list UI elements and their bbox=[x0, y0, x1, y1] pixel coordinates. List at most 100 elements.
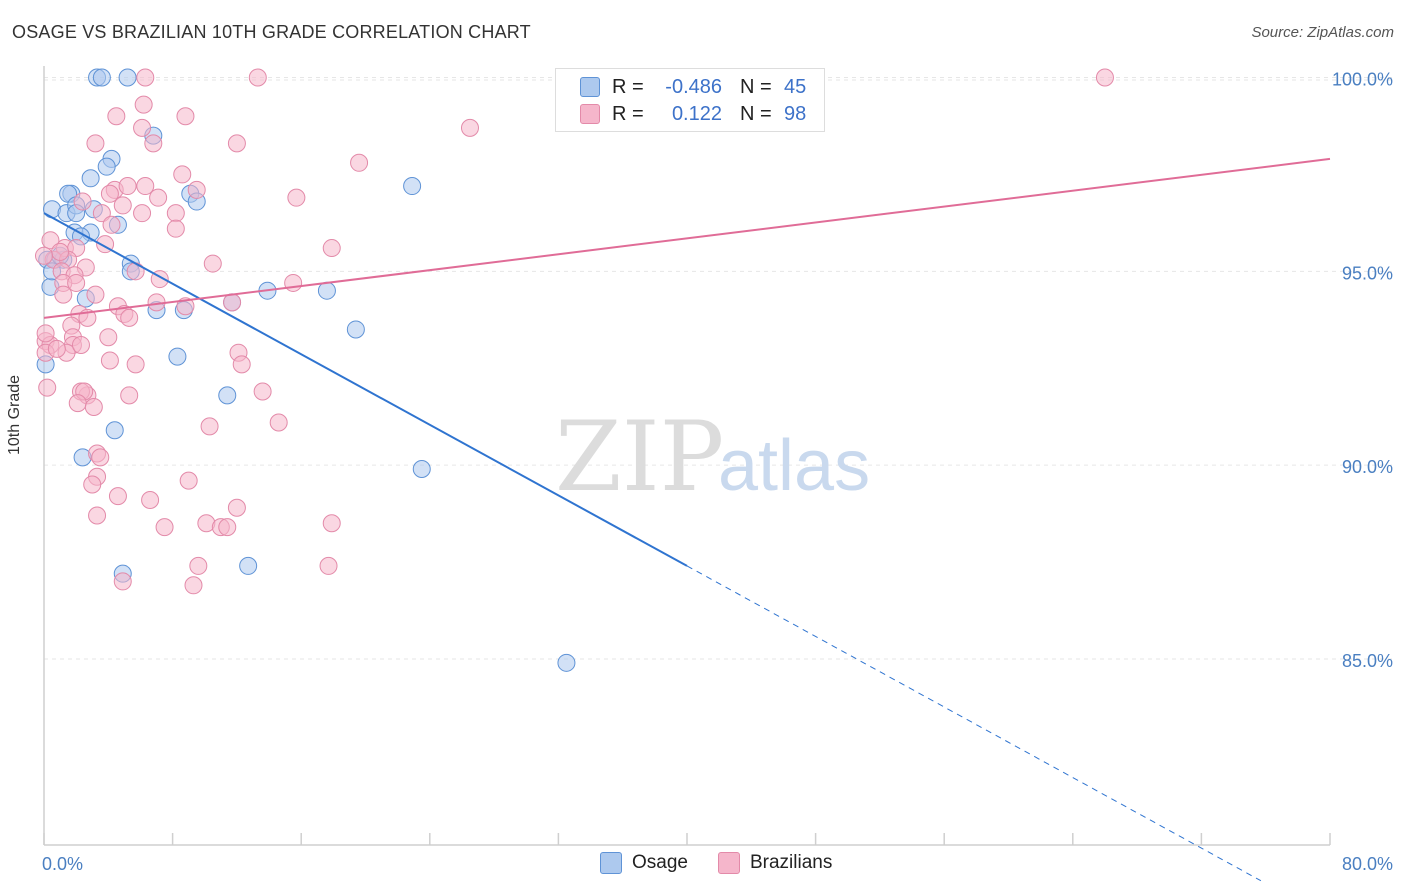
brazilians-point-12 bbox=[173, 165, 192, 184]
brazilians-point-97 bbox=[36, 324, 55, 343]
brazilians-point-96 bbox=[38, 378, 57, 397]
brazilians-point-10 bbox=[227, 134, 246, 153]
osage-swatch bbox=[580, 77, 600, 97]
brazilians-point-14 bbox=[118, 177, 137, 196]
brazilians-point-21 bbox=[73, 192, 92, 211]
brazilians-point-83 bbox=[108, 487, 127, 506]
brazilians-point-85 bbox=[227, 498, 246, 517]
brazilians-point-94 bbox=[184, 576, 203, 595]
series-legend: Osage Brazilians bbox=[600, 852, 862, 874]
brazilians-point-49 bbox=[176, 297, 195, 316]
legend-row-brazilians: R = 0.122 N = 98 bbox=[580, 101, 806, 127]
brazilians-r-label: R = bbox=[612, 102, 644, 125]
brazilians-point-23 bbox=[133, 204, 152, 223]
brazilians-point-44 bbox=[284, 273, 303, 292]
brazilians-point-9 bbox=[144, 134, 163, 153]
brazilians-point-0 bbox=[136, 68, 155, 87]
osage-trend-line-extension bbox=[686, 565, 1262, 882]
brazilians-point-27 bbox=[41, 231, 60, 250]
osage-point-9 bbox=[81, 169, 100, 188]
brazilians-point-73 bbox=[253, 382, 272, 401]
brazilians-point-89 bbox=[155, 518, 174, 537]
brazilians-point-39 bbox=[126, 262, 145, 281]
brazilians-point-24 bbox=[166, 204, 185, 223]
osage-point-5 bbox=[97, 157, 116, 176]
brazilians-legend-swatch bbox=[717, 852, 740, 874]
brazilians-point-63 bbox=[47, 339, 66, 358]
watermark-zip: ZIP bbox=[555, 401, 724, 513]
chart-source: Source: ZipAtlas.com bbox=[1251, 24, 1394, 41]
brazilians-point-46 bbox=[86, 285, 105, 304]
watermark-atlas: atlas bbox=[718, 426, 870, 506]
osage-trend-line bbox=[43, 212, 688, 567]
brazilians-n-label: N = bbox=[740, 102, 772, 125]
x-tick-label-1: 80.0% bbox=[1342, 854, 1393, 874]
brazilians-point-57 bbox=[120, 308, 139, 327]
brazilians-point-35 bbox=[35, 246, 53, 265]
osage-legend-label: Osage bbox=[632, 852, 688, 873]
brazilians-point-72 bbox=[120, 386, 139, 405]
brazilians-point-77 bbox=[200, 417, 219, 436]
brazilians-point-50 bbox=[223, 293, 242, 312]
osage-point-2 bbox=[118, 68, 137, 87]
legend-row-osage: R = -0.486 N = 45 bbox=[580, 74, 806, 100]
brazilians-swatch bbox=[580, 104, 600, 124]
brazilians-point-90 bbox=[218, 518, 237, 537]
chart-title: OSAGE VS BRAZILIAN 10TH GRADE CORRELATIO… bbox=[12, 22, 531, 42]
brazilians-point-86 bbox=[88, 506, 107, 525]
brazilians-point-26 bbox=[166, 219, 185, 238]
brazilians-point-17 bbox=[100, 184, 119, 203]
brazilians-point-22 bbox=[92, 204, 111, 223]
brazilians-point-15 bbox=[136, 177, 155, 196]
brazilians-point-8 bbox=[86, 134, 105, 153]
osage-point-34 bbox=[168, 347, 187, 366]
brazilians-point-81 bbox=[83, 475, 102, 494]
brazilians-legend-label: Brazilians bbox=[749, 852, 833, 873]
brazilians-point-64 bbox=[71, 335, 90, 354]
brazilians-point-34 bbox=[51, 242, 70, 261]
brazilians-n-value: 98 bbox=[784, 102, 807, 125]
osage-n-label: N = bbox=[740, 75, 772, 98]
x-tick-label-0: 0.0% bbox=[42, 854, 83, 874]
brazilians-point-16 bbox=[187, 180, 206, 199]
brazilians-point-56 bbox=[99, 328, 118, 347]
brazilians-point-25 bbox=[102, 215, 121, 234]
brazilians-point-45 bbox=[54, 285, 73, 304]
osage-point-41 bbox=[239, 556, 258, 575]
brazilians-point-3 bbox=[134, 95, 153, 114]
osage-point-39 bbox=[412, 460, 431, 479]
y-tick-label-2: 95.0% bbox=[1342, 263, 1393, 283]
brazilians-point-93 bbox=[319, 556, 338, 575]
brazilians-point-2 bbox=[1095, 68, 1114, 87]
brazilians-point-11 bbox=[350, 153, 369, 172]
brazilians-point-92 bbox=[189, 556, 208, 575]
brazilians-point-65 bbox=[100, 351, 119, 370]
osage-point-36 bbox=[218, 386, 237, 405]
osage-r-label: R = bbox=[612, 75, 644, 98]
brazilians-point-67 bbox=[126, 355, 145, 374]
brazilians-point-43 bbox=[67, 273, 86, 292]
osage-legend-swatch bbox=[600, 852, 622, 874]
y-tick-label-3: 100.0% bbox=[1332, 70, 1393, 90]
brazilians-point-19 bbox=[149, 188, 168, 207]
brazilians-point-82 bbox=[179, 471, 198, 490]
brazilians-point-37 bbox=[203, 254, 222, 273]
brazilians-point-74 bbox=[68, 394, 87, 413]
legend-item-osage[interactable]: Osage bbox=[600, 852, 688, 874]
osage-point-37 bbox=[105, 421, 124, 440]
brazilians-point-18 bbox=[287, 188, 306, 207]
osage-r-value: -0.486 bbox=[665, 75, 722, 98]
brazilians-point-31 bbox=[322, 239, 341, 258]
osage-n-value: 45 bbox=[784, 75, 807, 98]
brazilians-point-76 bbox=[269, 413, 288, 432]
osage-point-1 bbox=[92, 68, 111, 87]
brazilians-point-5 bbox=[176, 107, 195, 126]
brazilians-point-75 bbox=[84, 397, 103, 416]
brazilians-point-4 bbox=[107, 107, 126, 126]
stats-legend: R = -0.486 N = 45 R = 0.122 N = 98 bbox=[555, 68, 825, 132]
osage-point-30 bbox=[317, 281, 336, 300]
legend-item-brazilians[interactable]: Brazilians bbox=[717, 852, 833, 874]
brazilians-trend-line bbox=[43, 157, 1331, 319]
brazilians-point-1 bbox=[248, 68, 267, 87]
